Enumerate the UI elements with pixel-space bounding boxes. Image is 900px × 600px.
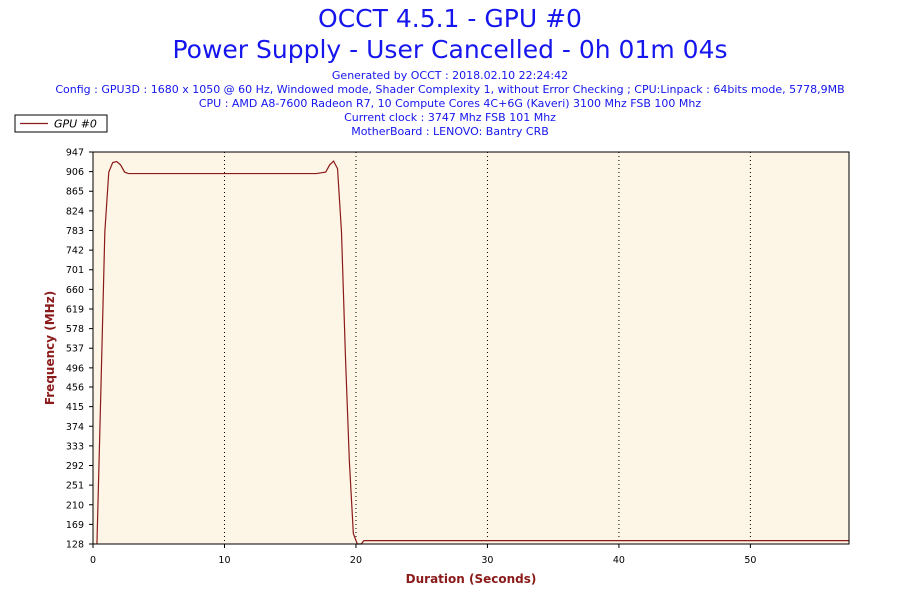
- info-current-clock: Current clock : 3747 Mhz FSB 101 Mhz: [344, 111, 556, 124]
- info-motherboard: MotherBoard : LENOVO: Bantry CRB: [351, 125, 549, 138]
- y-tick-label-456: 456: [66, 383, 84, 394]
- legend-label-gpu0: GPU #0: [54, 118, 97, 131]
- y-tick-label-824: 824: [66, 206, 84, 217]
- y-tick-label-210: 210: [66, 500, 84, 511]
- chart-title: OCCT 4.5.1 - GPU #0: [318, 4, 582, 33]
- y-tick-label-333: 333: [66, 441, 84, 452]
- chart-subtitle: Power Supply - User Cancelled - 0h 01m 0…: [172, 35, 728, 64]
- y-tick-label-742: 742: [66, 246, 84, 257]
- y-axis-title: Frequency (MHz): [43, 291, 57, 405]
- legend: GPU #0: [14, 114, 108, 133]
- x-tick-label-0: 0: [90, 555, 96, 566]
- y-tick-label-128: 128: [66, 540, 84, 551]
- info-generated: Generated by OCCT : 2018.02.10 22:24:42: [331, 69, 569, 82]
- info-cpu: CPU : AMD A8-7600 Radeon R7, 10 Compute …: [198, 97, 702, 110]
- y-tick-label-537: 537: [66, 344, 84, 355]
- x-axis: 0 10 20 30 40 50: [90, 544, 756, 566]
- info-config: Config : GPU3D : 1680 x 1050 @ 60 Hz, Wi…: [55, 83, 845, 96]
- x-tick-label-40: 40: [613, 555, 625, 566]
- y-tick-label-906: 906: [66, 167, 84, 178]
- y-tick-label-865: 865: [66, 187, 84, 198]
- y-tick-label-947: 947: [66, 148, 84, 159]
- y-tick-label-619: 619: [66, 304, 84, 315]
- legend-box: [14, 114, 108, 133]
- x-tick-label-20: 20: [350, 555, 362, 566]
- plot-area: [93, 152, 849, 544]
- y-tick-label-578: 578: [66, 324, 84, 335]
- y-tick-label-660: 660: [66, 285, 84, 296]
- y-tick-label-169: 169: [66, 520, 84, 531]
- y-tick-label-292: 292: [66, 461, 84, 472]
- y-tick-label-415: 415: [66, 402, 84, 413]
- y-axis: 128 169 210 251 292 333 374 415 456 496 537 578 619 6…: [66, 148, 93, 551]
- y-tick-label-251: 251: [66, 481, 84, 492]
- y-tick-label-496: 496: [66, 363, 84, 374]
- x-tick-label-30: 30: [481, 555, 493, 566]
- x-tick-label-10: 10: [218, 555, 230, 566]
- x-axis-title: Duration (Seconds): [406, 572, 537, 586]
- y-tick-label-374: 374: [66, 422, 84, 433]
- series-line-gpu0: [96, 160, 849, 545]
- x-tick-label-50: 50: [744, 555, 756, 566]
- y-tick-label-783: 783: [66, 226, 84, 237]
- y-tick-label-701: 701: [66, 265, 84, 276]
- grid-lines: [223, 152, 751, 544]
- plot-border: [92, 151, 850, 545]
